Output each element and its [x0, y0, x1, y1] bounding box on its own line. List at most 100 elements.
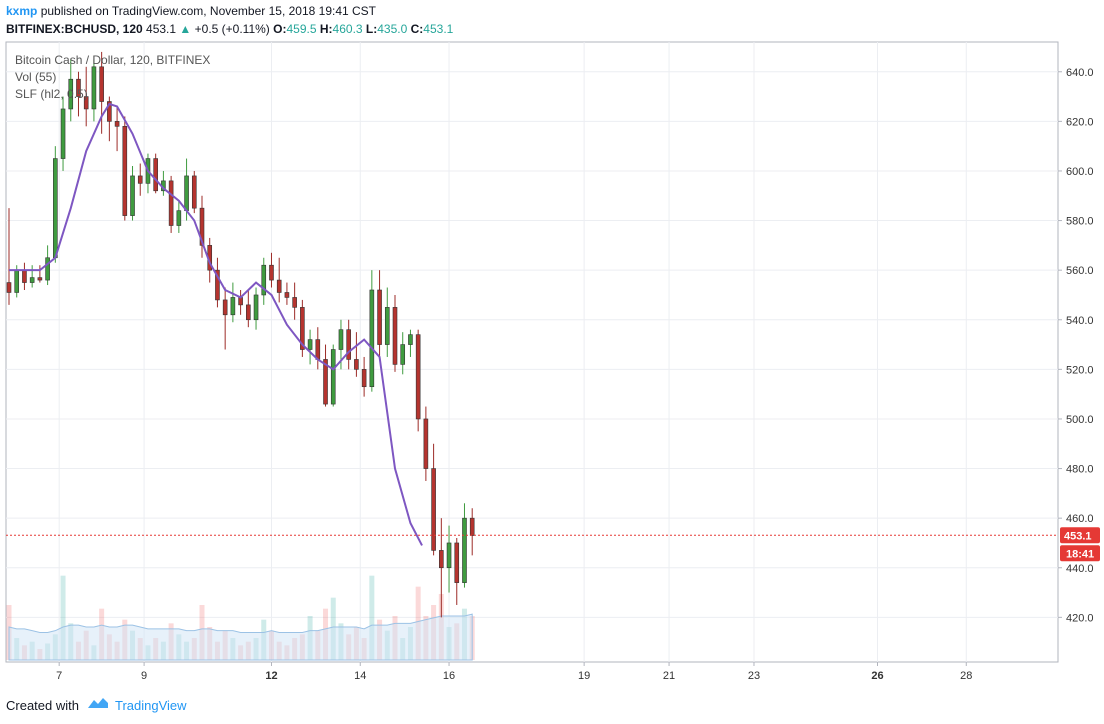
candle [176, 200, 182, 233]
y-tick-label: 600.0 [1066, 166, 1094, 178]
y-tick-label: 560.0 [1066, 265, 1094, 277]
candle [137, 163, 143, 196]
candle-body [83, 96, 89, 110]
candle-body [60, 108, 66, 159]
x-tick-label: 26 [871, 670, 883, 682]
candle [469, 508, 475, 556]
up-arrow-icon: ▲ [179, 22, 192, 36]
candle-body [307, 339, 313, 350]
candle [446, 525, 452, 593]
symbol-quote-bar: BITFINEX:BCHUSD, 120 453.1 ▲ +0.5 (+0.11… [6, 21, 453, 37]
candle-body [269, 264, 274, 281]
candle [114, 106, 120, 152]
candle [161, 170, 166, 196]
close-value: 453.1 [423, 22, 454, 36]
candle-body [392, 307, 398, 365]
y-tick-label: 500.0 [1066, 414, 1094, 426]
volume-bar [369, 575, 375, 660]
candle [222, 287, 228, 350]
candle-body [369, 289, 375, 388]
candle-body [408, 334, 413, 345]
candle-body [37, 277, 43, 281]
candle-body [261, 264, 267, 296]
footer: Created with TradingView [6, 696, 187, 716]
candle [68, 59, 74, 122]
candle-body [330, 349, 336, 405]
candle-body [107, 101, 112, 122]
candle-body [400, 344, 406, 365]
tradingview-brand-link[interactable]: TradingView [114, 698, 187, 713]
candle-body [423, 418, 429, 469]
candle-body [29, 277, 35, 283]
y-tick-label: 620.0 [1066, 116, 1094, 128]
high-value: 460.3 [332, 22, 363, 36]
candle-body [300, 307, 305, 350]
price-tag-value: 453.1 [1064, 530, 1092, 542]
candle-body [323, 359, 328, 405]
candle-body [346, 329, 351, 360]
candle [191, 170, 197, 214]
candle-body [469, 517, 475, 536]
candle [246, 290, 251, 328]
time-axis[interactable]: 7 9 12 14 16 19 21 23 26 28 [56, 662, 972, 682]
x-tick-label: 9 [141, 670, 147, 682]
candle [22, 262, 27, 290]
price-axis[interactable]: 420.0 440.0 460.0 480.0 500.0 520.0 540.0 560.0… [1058, 67, 1094, 625]
x-tick-label: 28 [960, 670, 972, 682]
candle-body [45, 257, 50, 281]
candle [300, 299, 305, 357]
candle [454, 538, 460, 605]
candlestick-series[interactable] [6, 51, 475, 618]
candle-body [76, 78, 81, 97]
candle [423, 406, 429, 481]
candle [400, 332, 406, 375]
low-label: L: [365, 22, 378, 36]
symbol-label: BITFINEX:BCHUSD, 120 [6, 22, 143, 36]
candle-body [384, 307, 390, 345]
candle [76, 71, 81, 117]
publish-text: published on TradingView.com, November 1… [37, 4, 377, 18]
price-tag: 453.1 18:41 [1060, 527, 1100, 562]
candle-body [168, 180, 174, 226]
grid-lines [6, 42, 1058, 662]
x-tick-label: 14 [354, 670, 366, 682]
candle-body [91, 66, 97, 110]
candle [439, 518, 444, 618]
x-tick-label: 19 [578, 670, 590, 682]
candle [408, 329, 413, 357]
candle-body [137, 175, 143, 184]
chart-frame [5, 41, 1059, 663]
candle-body [454, 542, 460, 583]
candle-body [439, 550, 444, 569]
tradingview-logo-icon[interactable] [87, 696, 109, 716]
candle [253, 287, 259, 330]
candle-body [238, 297, 243, 306]
created-with-label: Created with [6, 698, 79, 713]
open-value: 459.5 [286, 22, 317, 36]
candle [83, 66, 89, 127]
candle [60, 96, 66, 171]
candle-body [199, 207, 205, 246]
chart-legend: Bitcoin Cash / Dollar, 120, BITFINEX Vol… [15, 53, 210, 101]
candle-body [253, 294, 259, 321]
candle [307, 329, 313, 365]
candle-body [130, 175, 135, 216]
candle-body [122, 126, 128, 216]
candle-body [354, 359, 359, 370]
candle [122, 116, 128, 221]
candle [377, 270, 382, 357]
candle-body [315, 339, 321, 360]
candle-body [446, 542, 452, 569]
candle [315, 327, 321, 370]
candle [431, 443, 436, 556]
x-tick-label: 7 [56, 670, 62, 682]
candle-body [191, 175, 197, 209]
y-tick-label: 640.0 [1066, 67, 1094, 79]
candle-body [215, 269, 220, 301]
author-name[interactable]: kxmp [6, 4, 38, 18]
candle-body [176, 210, 182, 226]
candle [6, 208, 12, 305]
candle [37, 265, 43, 283]
high-label: H: [319, 22, 333, 36]
